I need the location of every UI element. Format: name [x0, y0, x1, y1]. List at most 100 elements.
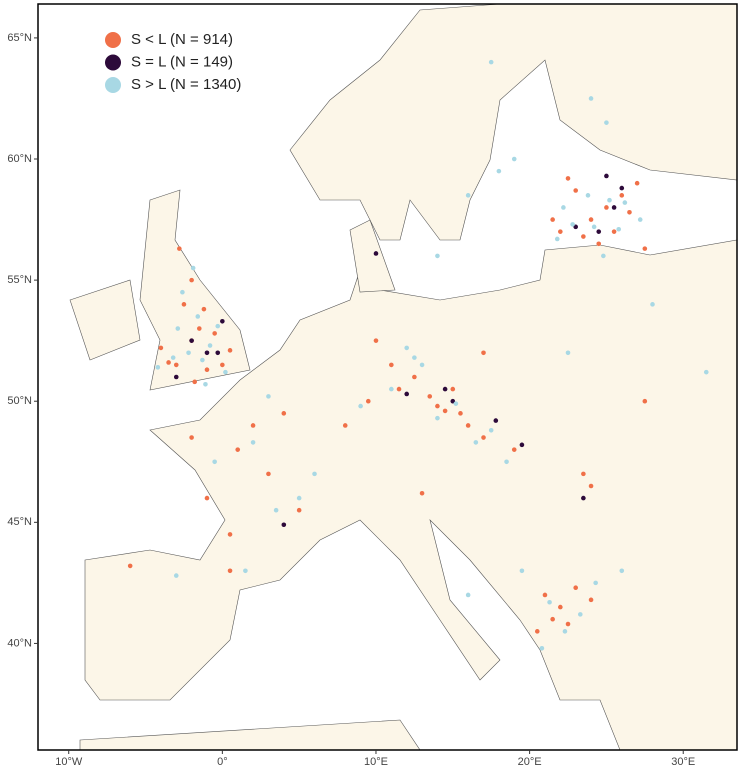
point: [273, 507, 279, 513]
point: [442, 408, 448, 414]
point: [412, 374, 417, 380]
point: [642, 398, 648, 404]
y-tick-label: 40°N: [7, 637, 32, 649]
point: [619, 185, 625, 191]
point: [442, 386, 448, 392]
point: [561, 205, 566, 210]
point: [435, 403, 440, 409]
point: [534, 629, 540, 634]
point: [496, 168, 502, 174]
point: [220, 318, 225, 324]
point: [204, 495, 210, 501]
legend-swatch: [105, 32, 121, 48]
point: [465, 423, 471, 428]
point: [588, 217, 594, 222]
point: [539, 645, 545, 651]
point: [565, 176, 571, 181]
point: [173, 374, 179, 380]
point: [365, 398, 371, 404]
point: [296, 495, 302, 501]
point: [435, 253, 440, 259]
point: [177, 246, 182, 251]
point: [519, 442, 525, 448]
point: [604, 173, 609, 179]
point: [573, 188, 578, 193]
point: [453, 401, 459, 406]
point: [634, 180, 640, 186]
legend-swatch: [105, 77, 121, 93]
point: [207, 343, 213, 348]
point: [215, 350, 221, 356]
point: [296, 507, 302, 513]
point: [412, 355, 417, 360]
point: [227, 348, 233, 353]
point: [212, 459, 217, 465]
point: [190, 265, 196, 271]
point: [601, 253, 606, 259]
point: [200, 357, 205, 363]
land: [69, 3, 738, 751]
point: [396, 386, 402, 392]
point: [435, 415, 440, 421]
point: [588, 597, 594, 603]
point: [581, 495, 586, 501]
point: [547, 599, 552, 605]
point: [281, 411, 287, 416]
point: [173, 362, 179, 368]
point: [186, 350, 191, 356]
point: [578, 612, 583, 617]
point: [558, 604, 563, 610]
point: [481, 350, 486, 356]
point: [155, 365, 161, 370]
point: [197, 326, 202, 331]
point: [173, 573, 179, 578]
point: [581, 234, 586, 239]
point: [175, 326, 181, 331]
point: [591, 224, 597, 230]
point: [554, 236, 560, 242]
point: [235, 447, 241, 452]
point: [201, 306, 207, 312]
point: [637, 217, 643, 222]
point: [562, 629, 568, 634]
point: [565, 621, 571, 627]
x-tick-label: 10°W: [55, 756, 83, 768]
point: [427, 394, 433, 399]
point: [607, 197, 612, 203]
point: [585, 193, 591, 198]
point: [622, 200, 628, 205]
point: [158, 345, 164, 351]
point: [450, 398, 456, 404]
point: [588, 483, 594, 489]
point: [189, 338, 194, 343]
point: [611, 229, 617, 234]
point: [404, 391, 410, 397]
point: [189, 277, 194, 283]
point: [192, 379, 197, 385]
point: [570, 222, 575, 227]
point: [642, 246, 648, 251]
point: [170, 355, 176, 360]
legend-label: S < L (N = 914): [131, 31, 233, 48]
point: [203, 381, 208, 387]
point: [481, 435, 486, 440]
x-tick-label: 0°: [217, 756, 228, 768]
point: [373, 251, 379, 256]
point: [511, 447, 517, 452]
point: [650, 302, 655, 307]
point: [703, 369, 709, 375]
point: [458, 411, 463, 416]
point: [581, 471, 586, 477]
point: [250, 423, 256, 428]
point: [358, 403, 363, 409]
point: [493, 418, 499, 423]
y-tick-label: 60°N: [7, 153, 32, 165]
point: [627, 209, 632, 215]
point: [488, 427, 494, 433]
point: [227, 532, 233, 537]
point: [611, 205, 617, 210]
point: [204, 367, 210, 373]
point: [204, 350, 210, 356]
point: [619, 193, 625, 198]
